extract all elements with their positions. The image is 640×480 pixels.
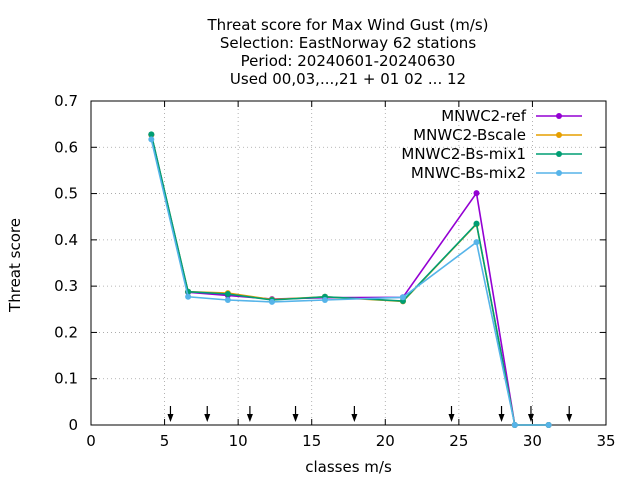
- x-tick-label: 30: [523, 432, 542, 450]
- class-boundary-arrow: [167, 406, 174, 422]
- x-tick-label: 35: [596, 432, 615, 450]
- legend-swatch-marker: [556, 132, 562, 138]
- data-point: [185, 293, 192, 300]
- y-axis-label: Threat score: [6, 218, 24, 313]
- y-tick-label: 0.6: [54, 138, 78, 156]
- class-boundary-arrow: [351, 406, 358, 422]
- y-tick-label: 0.2: [54, 323, 78, 341]
- legend-label: MNWC2-Bscale: [413, 126, 526, 144]
- data-point: [268, 298, 275, 305]
- data-point: [321, 297, 328, 304]
- y-tick-label: 0.7: [54, 92, 78, 110]
- x-tick-label: 20: [376, 432, 395, 450]
- x-tick-label: 15: [302, 432, 321, 450]
- legend-swatch-marker: [556, 151, 562, 157]
- class-boundary-arrow: [566, 406, 573, 422]
- x-tick-label: 0: [86, 432, 96, 450]
- data-point: [148, 136, 155, 143]
- x-tick-label: 5: [160, 432, 170, 450]
- data-point: [224, 291, 231, 298]
- data-point: [473, 190, 480, 197]
- data-point: [148, 131, 155, 138]
- legend: MNWC2-refMNWC2-BscaleMNWC2-Bs-mix1MNWC-B…: [401, 107, 582, 182]
- x-axis-label: classes m/s: [305, 458, 392, 476]
- data-point: [545, 422, 552, 428]
- y-tick-label: 0.4: [54, 231, 78, 249]
- class-boundary-arrow: [527, 406, 534, 422]
- grid-lines: [91, 101, 606, 425]
- legend-swatch-marker: [556, 113, 562, 119]
- y-tick-label: 0: [68, 416, 78, 434]
- data-point: [473, 220, 480, 227]
- class-boundary-arrow: [292, 406, 299, 422]
- data-point: [473, 239, 480, 246]
- class-boundary-arrow: [246, 406, 253, 422]
- series-mnwc-bs-mix2: [148, 136, 552, 428]
- legend-label: MNWC-Bs-mix2: [411, 164, 526, 182]
- legend-entry: MNWC2-ref: [441, 107, 582, 125]
- data-point: [224, 297, 231, 304]
- title-line-1: Threat score for Max Wind Gust (m/s): [206, 16, 488, 34]
- data-point: [511, 422, 518, 428]
- legend-swatch-marker: [556, 170, 562, 176]
- class-boundary-arrow: [204, 406, 211, 422]
- series-line: [150, 139, 549, 426]
- legend-entry: MNWC2-Bscale: [413, 126, 582, 144]
- chart-title: Threat score for Max Wind Gust (m/s)Sele…: [206, 16, 488, 88]
- title-line-2: Selection: EastNorway 62 stations: [220, 34, 476, 52]
- y-tick-label: 0.3: [54, 277, 78, 295]
- legend-label: MNWC2-Bs-mix1: [401, 145, 526, 163]
- x-tick-label: 25: [449, 432, 468, 450]
- legend-entry: MNWC-Bs-mix2: [411, 164, 582, 182]
- title-line-4: Used 00,03,...,21 + 01 02 ... 12: [230, 70, 466, 88]
- data-series: [148, 131, 552, 428]
- y-tick-label: 0.5: [54, 185, 78, 203]
- legend-label: MNWC2-ref: [441, 107, 526, 125]
- class-boundary-arrow: [448, 406, 455, 422]
- y-tick-label: 0.1: [54, 370, 78, 388]
- data-point: [399, 294, 406, 301]
- class-boundary-arrows: [167, 406, 573, 422]
- axis-ticks: 0 5 10 15 20 25 30 35 0 0.1 0.2 0.3 0.4 0.5 0.6 0.7: [54, 92, 615, 450]
- x-tick-label: 10: [229, 432, 248, 450]
- class-boundary-arrow: [498, 406, 505, 422]
- title-line-3: Period: 20240601-20240630: [241, 52, 456, 70]
- legend-entry: MNWC2-Bs-mix1: [401, 145, 582, 163]
- plot-frame: [90, 100, 607, 426]
